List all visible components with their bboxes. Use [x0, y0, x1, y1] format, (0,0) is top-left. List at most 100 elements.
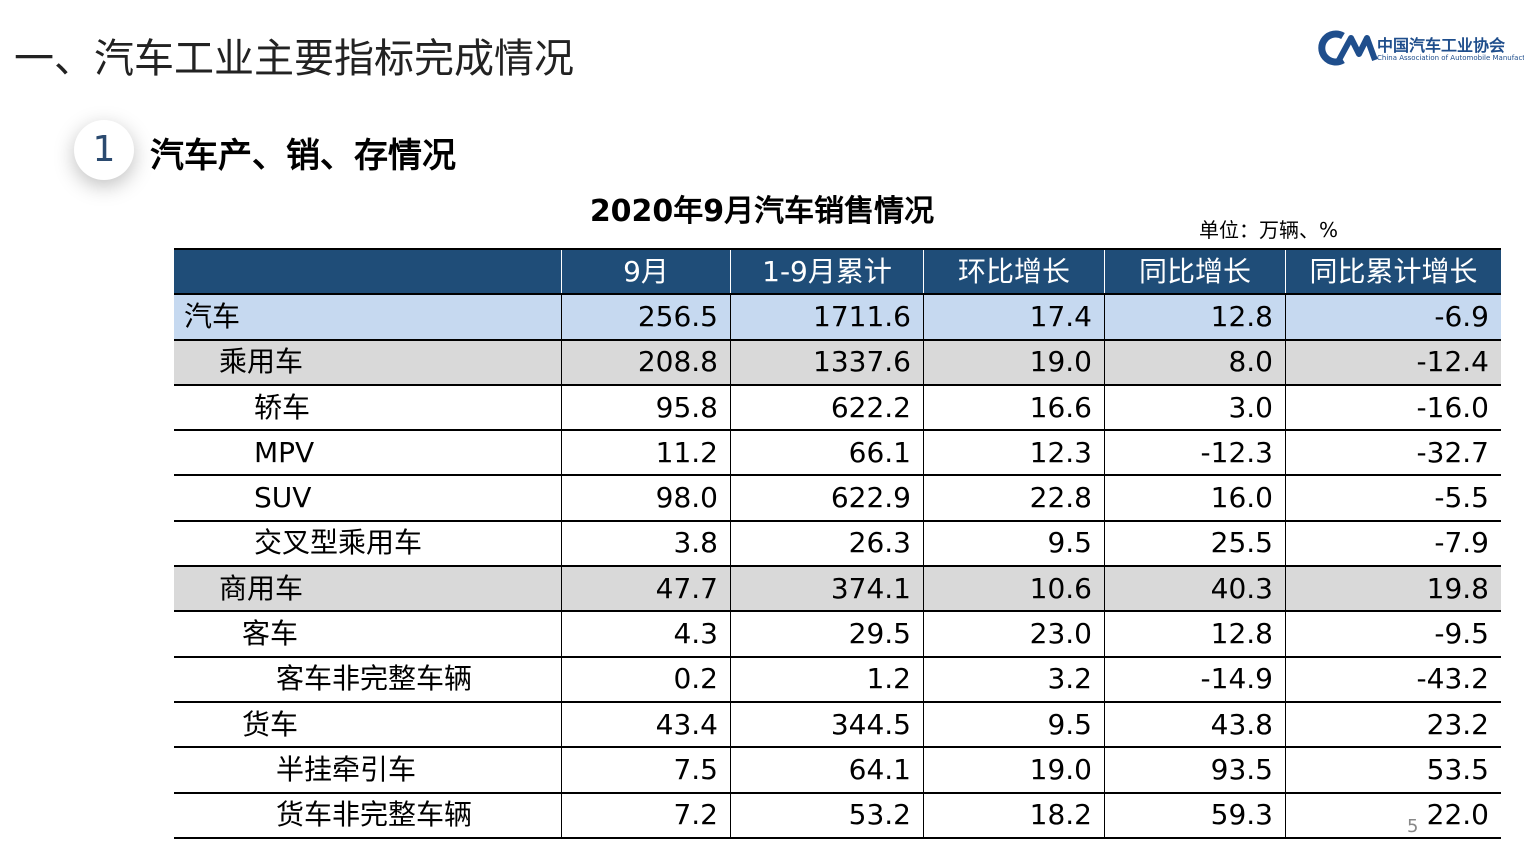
row-label: 半挂牵引车: [174, 746, 562, 794]
cell: -16.0: [1285, 383, 1501, 432]
row-label: 汽车: [174, 293, 562, 341]
page-number: 5: [1407, 816, 1419, 837]
cell: -12.4: [1285, 338, 1501, 386]
cell: 3.2: [923, 655, 1105, 703]
cell: 622.9: [730, 474, 924, 522]
cell: 19.8: [1285, 565, 1501, 613]
row-label: 交叉型乘用车: [174, 519, 562, 568]
cell: 18.2: [923, 791, 1105, 839]
cell: 8.0: [1104, 338, 1286, 386]
cell: 64.1: [730, 746, 924, 794]
table-header: 9月 1-9月累计 环比增长 同比增长 同比累计增长: [174, 247, 1501, 296]
cell: 1.2: [730, 655, 924, 703]
table-row: 交叉型乘用车 3.8 26.3 9.5 25.5 -7.9: [174, 519, 1501, 568]
cell: 47.7: [561, 565, 731, 613]
row-label: 轿车: [174, 383, 562, 432]
cell: 16.6: [923, 383, 1105, 432]
slide-title: 一、汽车工业主要指标完成情况: [14, 36, 574, 82]
cell: 98.0: [561, 474, 731, 522]
column-header: 同比累计增长: [1285, 247, 1501, 296]
logo: 中国汽车工业协会 China Association of Automobile…: [1309, 28, 1524, 68]
row-label: 客车非完整车辆: [174, 655, 562, 703]
cell: 95.8: [561, 383, 731, 432]
table-title: 2020年9月汽车销售情况: [589, 194, 935, 229]
table-row: 乘用车 208.8 1337.6 19.0 8.0 -12.4: [174, 338, 1501, 386]
table-row: 商用车 47.7 374.1 10.6 40.3 19.8: [174, 565, 1501, 613]
logo-name: 中国汽车工业协会: [1377, 36, 1506, 55]
logo-subtitle: China Association of Automobile Manufact…: [1377, 54, 1524, 62]
cell: 53.2: [730, 791, 924, 839]
cell: -9.5: [1285, 610, 1501, 658]
cell: 11.2: [561, 429, 731, 477]
cell: -6.9: [1285, 293, 1501, 341]
cell: 4.3: [561, 610, 731, 658]
cell: 16.0: [1104, 474, 1286, 522]
cell: 9.5: [923, 519, 1105, 568]
cell: 0.2: [561, 655, 731, 703]
cell: 43.4: [561, 700, 731, 749]
cell: 25.5: [1104, 519, 1286, 568]
table-row: 汽车 256.5 1711.6 17.4 12.8 -6.9: [174, 293, 1501, 341]
cell: 53.5: [1285, 746, 1501, 794]
cell: 1337.6: [730, 338, 924, 386]
cell: 19.0: [923, 746, 1105, 794]
cell: 19.0: [923, 338, 1105, 386]
cell: 1711.6: [730, 293, 924, 341]
cell: 208.8: [561, 338, 731, 386]
cell: 12.8: [1104, 610, 1286, 658]
table-row: 半挂牵引车 7.5 64.1 19.0 93.5 53.5: [174, 746, 1501, 794]
cell: 43.8: [1104, 700, 1286, 749]
row-label: 货车非完整车辆: [174, 791, 562, 839]
cell: 23.0: [923, 610, 1105, 658]
row-label: MPV: [174, 429, 562, 477]
cell: 374.1: [730, 565, 924, 613]
row-label: SUV: [174, 474, 562, 522]
column-header: 环比增长: [923, 247, 1105, 296]
row-label: 货车: [174, 700, 562, 749]
cell: 26.3: [730, 519, 924, 568]
table-row: 客车非完整车辆 0.2 1.2 3.2 -14.9 -43.2: [174, 655, 1501, 703]
cell: 256.5: [561, 293, 731, 341]
section-title: 汽车产、销、存情况: [150, 136, 456, 176]
cell: -5.5: [1285, 474, 1501, 522]
cell: -43.2: [1285, 655, 1501, 703]
cell: 23.2: [1285, 700, 1501, 749]
cell: 622.2: [730, 383, 924, 432]
cell: 17.4: [923, 293, 1105, 341]
cell: 12.8: [1104, 293, 1286, 341]
cell: 7.5: [561, 746, 731, 794]
table-row: 货车 43.4 344.5 9.5 43.8 23.2: [174, 700, 1501, 749]
table-row: MPV 11.2 66.1 12.3 -12.3 -32.7: [174, 429, 1501, 477]
cell: 12.3: [923, 429, 1105, 477]
row-label: 客车: [174, 610, 562, 658]
cell: 40.3: [1104, 565, 1286, 613]
cell: 3.0: [1104, 383, 1286, 432]
column-header: 9月: [561, 247, 731, 296]
cell: 22.8: [923, 474, 1105, 522]
cell: 7.2: [561, 791, 731, 839]
cell: 22.0: [1285, 791, 1501, 839]
cell: -32.7: [1285, 429, 1501, 477]
cell: 59.3: [1104, 791, 1286, 839]
row-label: 商用车: [174, 565, 562, 613]
cell: -14.9: [1104, 655, 1286, 703]
table-row: 轿车 95.8 622.2 16.6 3.0 -16.0: [174, 383, 1501, 432]
table-row: 客车 4.3 29.5 23.0 12.8 -9.5: [174, 610, 1501, 658]
cell: 66.1: [730, 429, 924, 477]
cell: 10.6: [923, 565, 1105, 613]
column-header: [174, 247, 562, 296]
cell: 93.5: [1104, 746, 1286, 794]
cell: -7.9: [1285, 519, 1501, 568]
cell: 29.5: [730, 610, 924, 658]
row-label: 乘用车: [174, 338, 562, 386]
table-row: 货车非完整车辆 7.2 53.2 18.2 59.3 22.0: [174, 791, 1501, 839]
cell: 3.8: [561, 519, 731, 568]
cell: 344.5: [730, 700, 924, 749]
table-unit: 单位：万辆、%: [1198, 218, 1338, 242]
cell: -12.3: [1104, 429, 1286, 477]
column-header: 同比增长: [1104, 247, 1286, 296]
logo-mark: [1318, 30, 1378, 66]
section-number: 1: [74, 120, 134, 180]
cell: 9.5: [923, 700, 1105, 749]
